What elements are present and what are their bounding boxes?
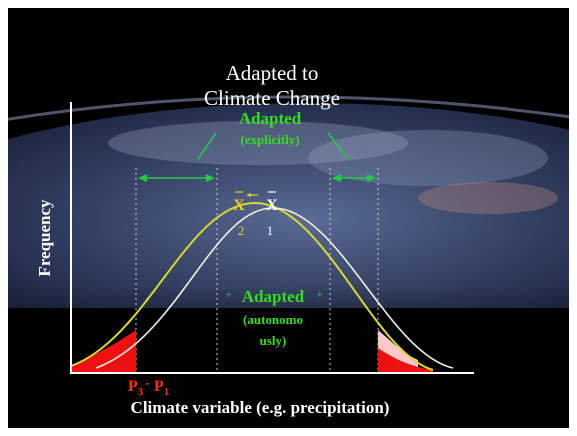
current-distribution-curve bbox=[95, 207, 454, 369]
explicit-pointer-right bbox=[327, 132, 349, 160]
svg-text:P3: P3 bbox=[128, 378, 144, 398]
right-adaptation-arrow bbox=[332, 174, 376, 182]
svg-text:+: + bbox=[226, 290, 232, 301]
autonomous-adapted-label: Adapted bbox=[242, 287, 305, 306]
title-line-1: Adapted to bbox=[226, 61, 319, 85]
mean-1-symbol: X bbox=[266, 197, 278, 214]
left-adaptation-arrow bbox=[138, 174, 215, 182]
mean-2-index: 2 bbox=[238, 223, 245, 238]
svg-text:P1: P1 bbox=[154, 378, 169, 398]
svg-text:+: + bbox=[317, 290, 323, 301]
x-axis-label: Climate variable (e.g. precipitation) bbox=[131, 398, 390, 417]
explicit-adapted-sublabel: (explicitly) bbox=[240, 132, 299, 147]
svg-text:-: - bbox=[145, 376, 150, 391]
right-tail-fill bbox=[378, 348, 433, 372]
mean-1-index: 1 bbox=[267, 223, 274, 238]
diagram: Adapted to Climate Change Adapted (expli… bbox=[8, 61, 569, 428]
explicit-pointer-left bbox=[197, 132, 217, 160]
mean-2-symbol: X bbox=[233, 197, 245, 214]
left-tail-fill bbox=[71, 330, 136, 372]
autonomous-adapted-block: + Adapted + (autonomo usly) bbox=[226, 287, 323, 348]
y-axis-label: Frequency bbox=[35, 199, 54, 277]
slide-canvas: Adapted to Climate Change Adapted (expli… bbox=[8, 8, 569, 428]
shifted-distribution-curve bbox=[70, 201, 434, 371]
tail-probability-labels: P3 - P1 bbox=[128, 376, 169, 398]
autonomous-adapted-line2: (autonomo bbox=[243, 312, 303, 327]
title-line-2: Climate Change bbox=[204, 86, 340, 110]
mean-markers: X X 2 1 bbox=[233, 191, 278, 238]
explicit-adapted-label: Adapted bbox=[239, 109, 302, 128]
autonomous-adapted-line3: usly) bbox=[260, 333, 287, 348]
